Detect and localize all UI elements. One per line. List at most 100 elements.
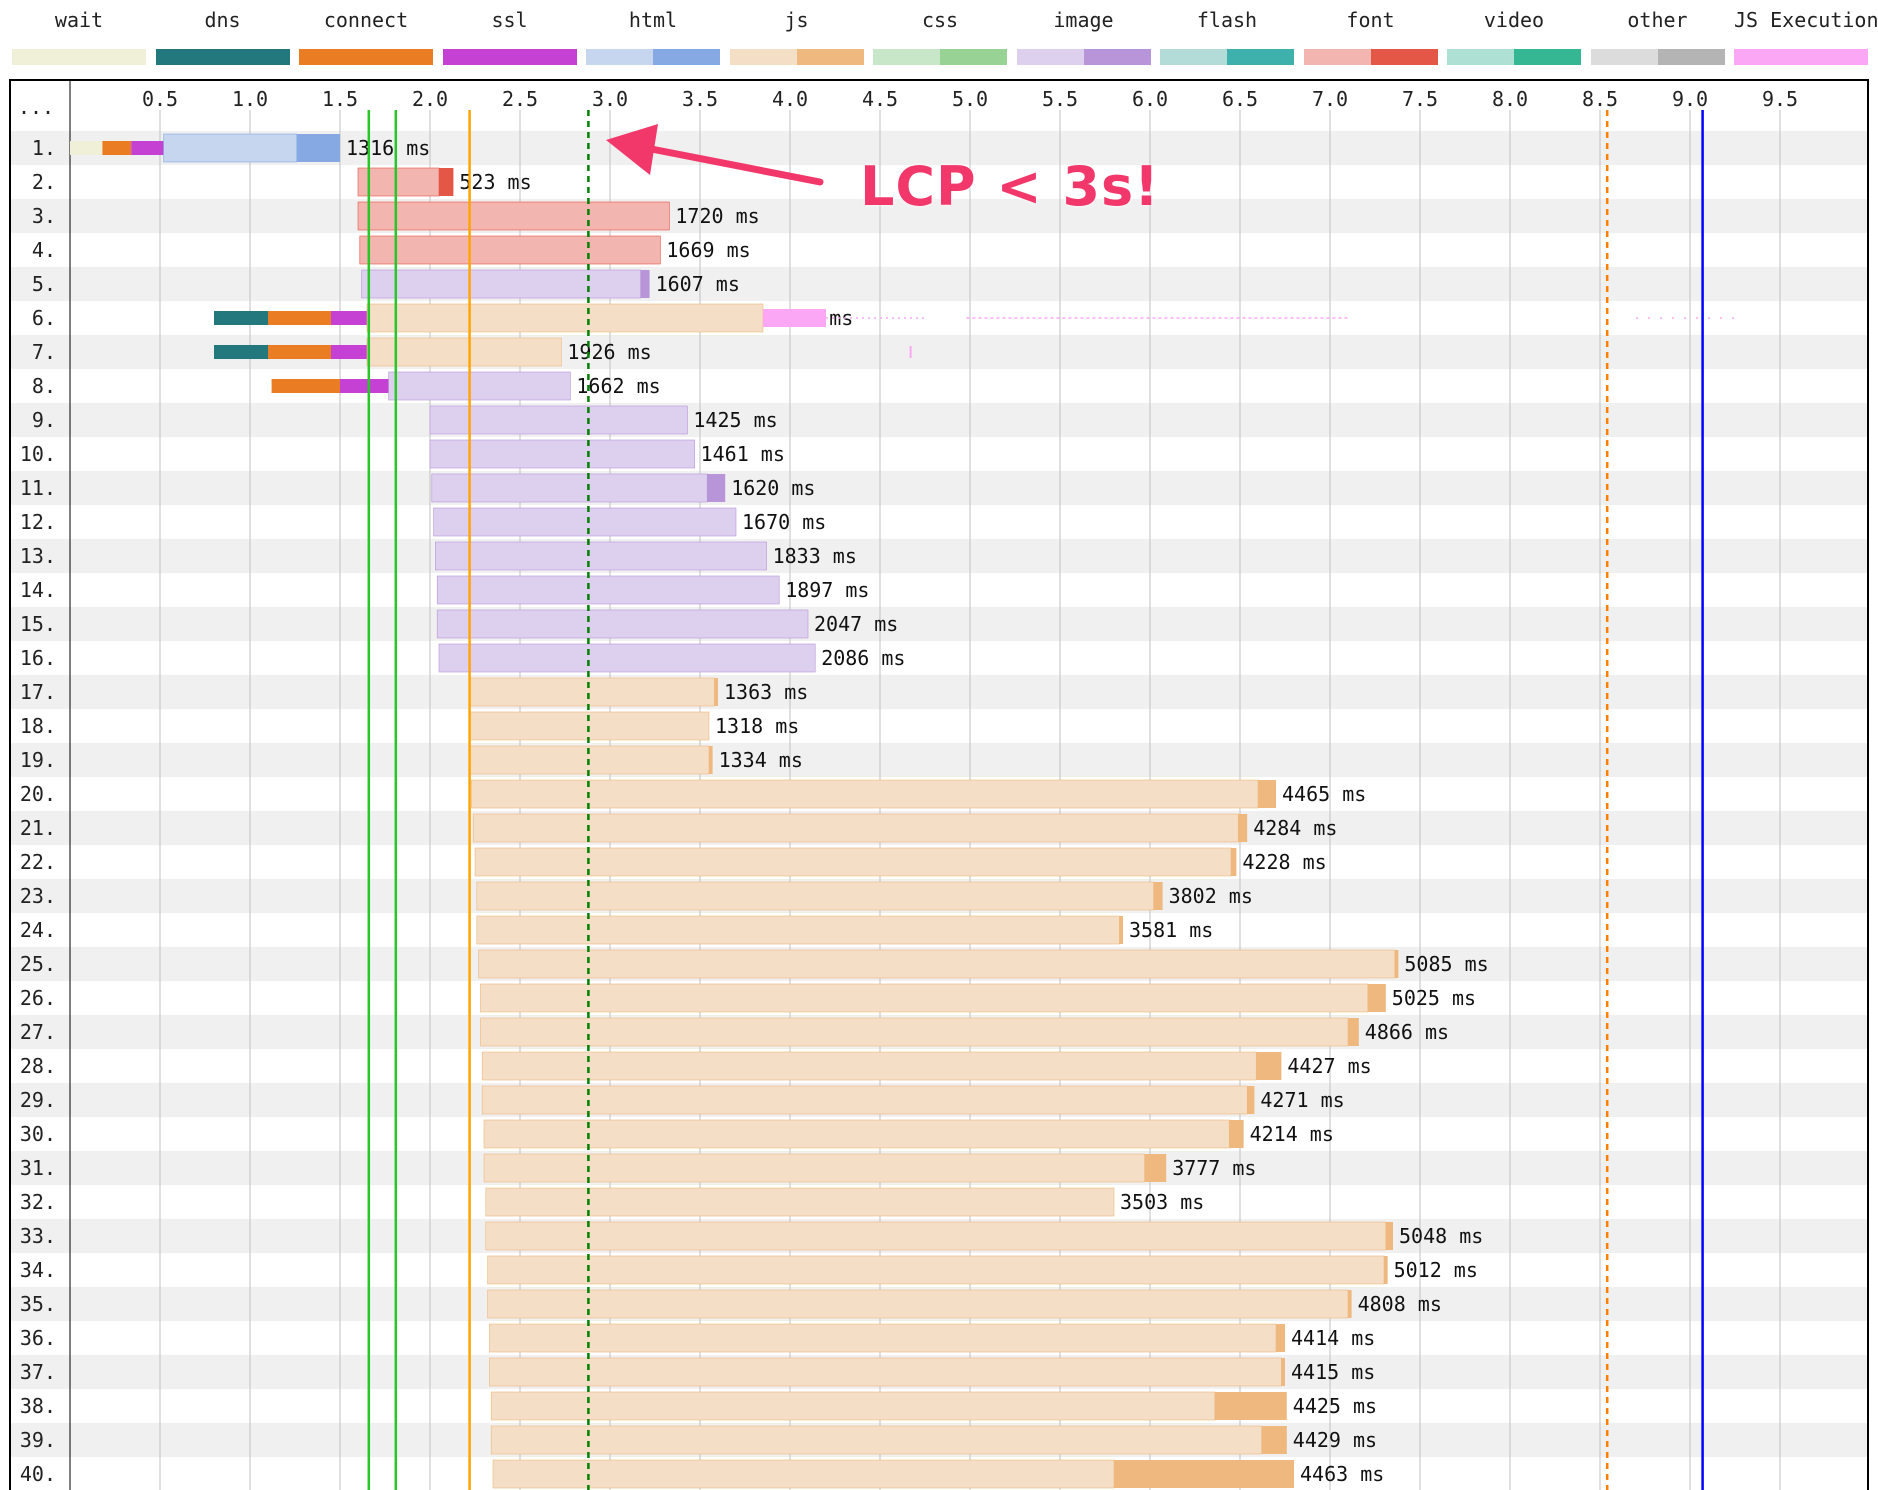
duration-label: 4415 ms bbox=[1291, 1360, 1375, 1384]
legend-label: JS Execution bbox=[1734, 8, 1878, 32]
connect-segment bbox=[268, 311, 331, 325]
ssl-segment bbox=[131, 141, 164, 155]
duration-label: 4465 ms bbox=[1282, 782, 1366, 806]
download-bar bbox=[1114, 1460, 1294, 1488]
row-number: 36. bbox=[20, 1326, 56, 1350]
legend-item-font: font bbox=[1303, 0, 1438, 78]
row-number: 37. bbox=[20, 1360, 56, 1384]
wait-segment bbox=[70, 141, 103, 155]
duration-label: 1607 ms bbox=[656, 272, 740, 296]
legend-item-ssl: ssl bbox=[442, 0, 577, 78]
duration-label: 1897 ms bbox=[785, 578, 869, 602]
duration-label: 4808 ms bbox=[1358, 1292, 1442, 1316]
duration-label: 5048 ms bbox=[1399, 1224, 1483, 1248]
legend-swatch bbox=[873, 49, 1007, 65]
legend-label: font bbox=[1346, 8, 1395, 32]
row-number: 11. bbox=[20, 476, 56, 500]
row-background bbox=[10, 675, 1868, 709]
download-bar bbox=[1348, 1290, 1352, 1318]
row-number: 33. bbox=[20, 1224, 56, 1248]
chart-frame bbox=[9, 79, 1869, 1490]
row-number: 9. bbox=[32, 408, 56, 432]
row-number: 3. bbox=[32, 204, 56, 228]
duration-label: 4271 ms bbox=[1260, 1088, 1344, 1112]
legend-swatch bbox=[1447, 49, 1581, 65]
download-bar bbox=[1119, 916, 1123, 944]
legend-item-js: js bbox=[729, 0, 864, 78]
legend-swatch bbox=[12, 49, 146, 65]
request-bar bbox=[487, 1289, 1349, 1319]
legend-label: ssl bbox=[491, 8, 528, 32]
row-number: 14. bbox=[20, 578, 56, 602]
legend-label: other bbox=[1627, 8, 1688, 32]
request-bar bbox=[481, 1085, 1248, 1115]
legend-item-wait: wait bbox=[12, 0, 146, 78]
row-number: 40. bbox=[20, 1462, 56, 1486]
row-background bbox=[10, 233, 1868, 267]
request-bar bbox=[483, 1153, 1145, 1183]
row-background bbox=[10, 505, 1868, 539]
x-tick-label: 0.5 bbox=[142, 87, 178, 111]
legend: wait dns connect ssl html js css image flash font… bbox=[0, 0, 1878, 78]
duration-label: 1363 ms bbox=[724, 680, 808, 704]
duration-label: 5025 ms bbox=[1392, 986, 1476, 1010]
ssl-segment bbox=[340, 379, 389, 393]
legend-label: connect bbox=[323, 8, 409, 32]
request-bar bbox=[469, 677, 715, 707]
request-bar bbox=[471, 779, 1259, 809]
download-bar bbox=[1261, 1426, 1287, 1454]
download-bar bbox=[707, 474, 726, 502]
row-background bbox=[10, 573, 1868, 607]
x-tick-label: 1.5 bbox=[322, 87, 358, 111]
duration-label: 3581 ms bbox=[1129, 918, 1213, 942]
duration-label: 2047 ms bbox=[814, 612, 898, 636]
duration-label: 3802 ms bbox=[1169, 884, 1253, 908]
duration-label: 1334 ms bbox=[719, 748, 803, 772]
duration-label: 4866 ms bbox=[1365, 1020, 1449, 1044]
x-tick-label: 7.0 bbox=[1312, 87, 1348, 111]
row-background bbox=[10, 471, 1868, 505]
row-number: 5. bbox=[32, 272, 56, 296]
download-bar bbox=[1256, 1052, 1282, 1080]
request-bar bbox=[476, 881, 1154, 911]
row-number: 12. bbox=[20, 510, 56, 534]
request-bar bbox=[476, 915, 1120, 945]
legend-item-other: other bbox=[1590, 0, 1725, 78]
dns-segment bbox=[214, 345, 268, 359]
download-bar bbox=[1214, 1392, 1287, 1420]
download-bar bbox=[1348, 1018, 1359, 1046]
legend-item-video: video bbox=[1447, 0, 1581, 78]
x-tick-label: 9.5 bbox=[1762, 87, 1798, 111]
download-bar bbox=[1384, 1256, 1388, 1284]
row-number: 16. bbox=[20, 646, 56, 670]
row-number: 6. bbox=[32, 306, 56, 330]
duration-label: 5012 ms bbox=[1394, 1258, 1478, 1282]
header-ellipsis: ... bbox=[18, 95, 54, 119]
request-bar bbox=[492, 1459, 1115, 1489]
request-bar bbox=[359, 235, 661, 265]
row-background bbox=[10, 709, 1868, 743]
duration-label: 1318 ms bbox=[715, 714, 799, 738]
request-bar bbox=[429, 405, 688, 435]
connect-segment bbox=[268, 345, 331, 359]
legend-swatch bbox=[442, 49, 577, 65]
request-bar bbox=[357, 167, 440, 197]
request-bar bbox=[490, 1425, 1262, 1455]
row-number: 34. bbox=[20, 1258, 56, 1282]
x-tick-label: 7.5 bbox=[1402, 87, 1438, 111]
duration-label: 4429 ms bbox=[1293, 1428, 1377, 1452]
row-number: 10. bbox=[20, 442, 56, 466]
dns-segment bbox=[214, 311, 268, 325]
x-tick-label: 5.5 bbox=[1042, 87, 1078, 111]
duration-label: 1669 ms bbox=[666, 238, 750, 262]
request-bar bbox=[433, 507, 737, 537]
row-number: 28. bbox=[20, 1054, 56, 1078]
legend-label: css bbox=[921, 8, 959, 32]
duration-label: 3777 ms bbox=[1172, 1156, 1256, 1180]
row-number: 39. bbox=[20, 1428, 56, 1452]
request-bar bbox=[163, 133, 298, 163]
legend-label: flash bbox=[1196, 8, 1258, 32]
download-bar bbox=[1367, 984, 1386, 1012]
legend-item-css: css bbox=[873, 0, 1007, 78]
request-bar bbox=[366, 303, 764, 333]
